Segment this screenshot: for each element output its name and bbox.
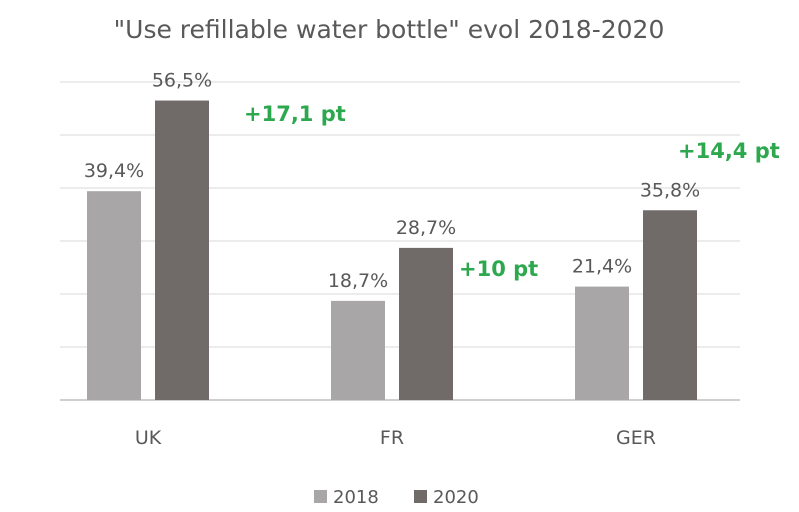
category-label-ger: GER	[616, 427, 656, 449]
bar-ger-2018	[575, 286, 629, 400]
bar-uk-2018	[87, 191, 141, 400]
delta-annotation-fr: +10 pt	[459, 257, 538, 281]
data-label-uk-2018: 39,4%	[84, 160, 144, 182]
bar-uk-2020	[155, 100, 209, 401]
legend-label-2018: 2018	[333, 487, 379, 508]
legend: 2018 2020	[314, 487, 479, 508]
legend-swatch-2020	[414, 490, 427, 503]
delta-annotation-ger: +14,4 pt	[678, 139, 780, 163]
legend-label-2020: 2020	[433, 487, 479, 508]
chart-title: "Use refillable water bottle" evol 2018-…	[114, 15, 665, 44]
category-label-fr: FR	[380, 427, 404, 449]
legend-swatch-2018	[314, 490, 327, 503]
data-label-fr-2018: 18,7%	[328, 270, 388, 292]
bar-fr-2018	[331, 300, 385, 400]
annotations: +17,1 pt +10 pt +14,4 pt	[244, 102, 780, 281]
data-labels: 39,4% 56,5% 18,7% 28,7% 21,4% 35,8%	[84, 70, 700, 292]
data-label-uk-2020: 56,5%	[152, 70, 212, 92]
bars	[87, 100, 697, 401]
data-label-ger-2020: 35,8%	[640, 179, 700, 201]
data-label-ger-2018: 21,4%	[572, 256, 632, 278]
category-labels: UK FR GER	[135, 427, 656, 449]
data-label-fr-2020: 28,7%	[396, 217, 456, 239]
delta-annotation-uk: +17,1 pt	[244, 102, 346, 126]
bar-fr-2020	[399, 247, 453, 400]
bar-ger-2020	[643, 210, 697, 400]
category-label-uk: UK	[135, 427, 162, 449]
